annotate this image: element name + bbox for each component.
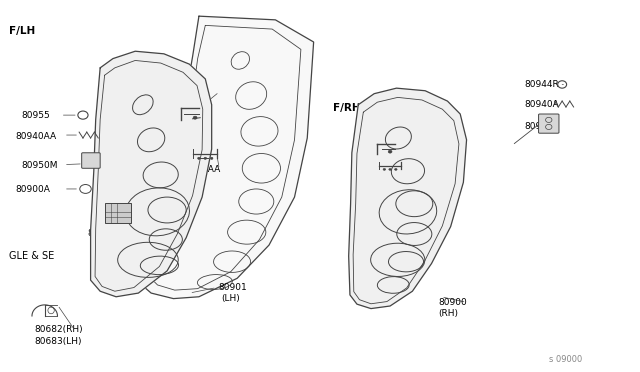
Polygon shape: [138, 16, 314, 299]
Text: 80683(LH): 80683(LH): [35, 337, 82, 346]
Text: 80952P: 80952P: [360, 128, 394, 137]
Ellipse shape: [389, 169, 392, 170]
Ellipse shape: [394, 169, 397, 170]
Text: 80955: 80955: [22, 111, 51, 121]
Bar: [104, 203, 131, 223]
Text: 80950M: 80950M: [22, 161, 58, 170]
Polygon shape: [91, 51, 212, 297]
Ellipse shape: [193, 116, 197, 119]
Text: (LH): (LH): [221, 294, 240, 303]
Text: 80682(RH): 80682(RH): [35, 326, 83, 334]
Text: 80940AA: 80940AA: [15, 132, 56, 141]
Ellipse shape: [388, 150, 392, 153]
Ellipse shape: [198, 157, 200, 160]
FancyBboxPatch shape: [539, 114, 559, 133]
Text: F/LH: F/LH: [9, 26, 35, 36]
Text: GLE & SE: GLE & SE: [9, 251, 54, 261]
Text: (RH): (RH): [438, 309, 458, 318]
Text: 80901: 80901: [218, 283, 247, 292]
Text: F/RH: F/RH: [333, 103, 360, 113]
Text: 80961: 80961: [88, 230, 116, 238]
FancyBboxPatch shape: [82, 153, 100, 168]
Text: s 09000: s 09000: [549, 355, 582, 364]
Ellipse shape: [211, 157, 213, 160]
Text: 80801A: 80801A: [351, 161, 385, 170]
Text: 80900A: 80900A: [15, 185, 51, 194]
Text: 80940A: 80940A: [524, 100, 559, 109]
Text: 80900: 80900: [438, 298, 467, 307]
Ellipse shape: [204, 157, 207, 160]
Text: 80801AA: 80801AA: [180, 165, 221, 174]
Text: 80952P: 80952P: [175, 87, 209, 96]
Polygon shape: [349, 88, 467, 309]
Text: 80944R: 80944R: [524, 80, 559, 89]
Text: 80960: 80960: [524, 122, 553, 131]
Ellipse shape: [383, 169, 386, 170]
